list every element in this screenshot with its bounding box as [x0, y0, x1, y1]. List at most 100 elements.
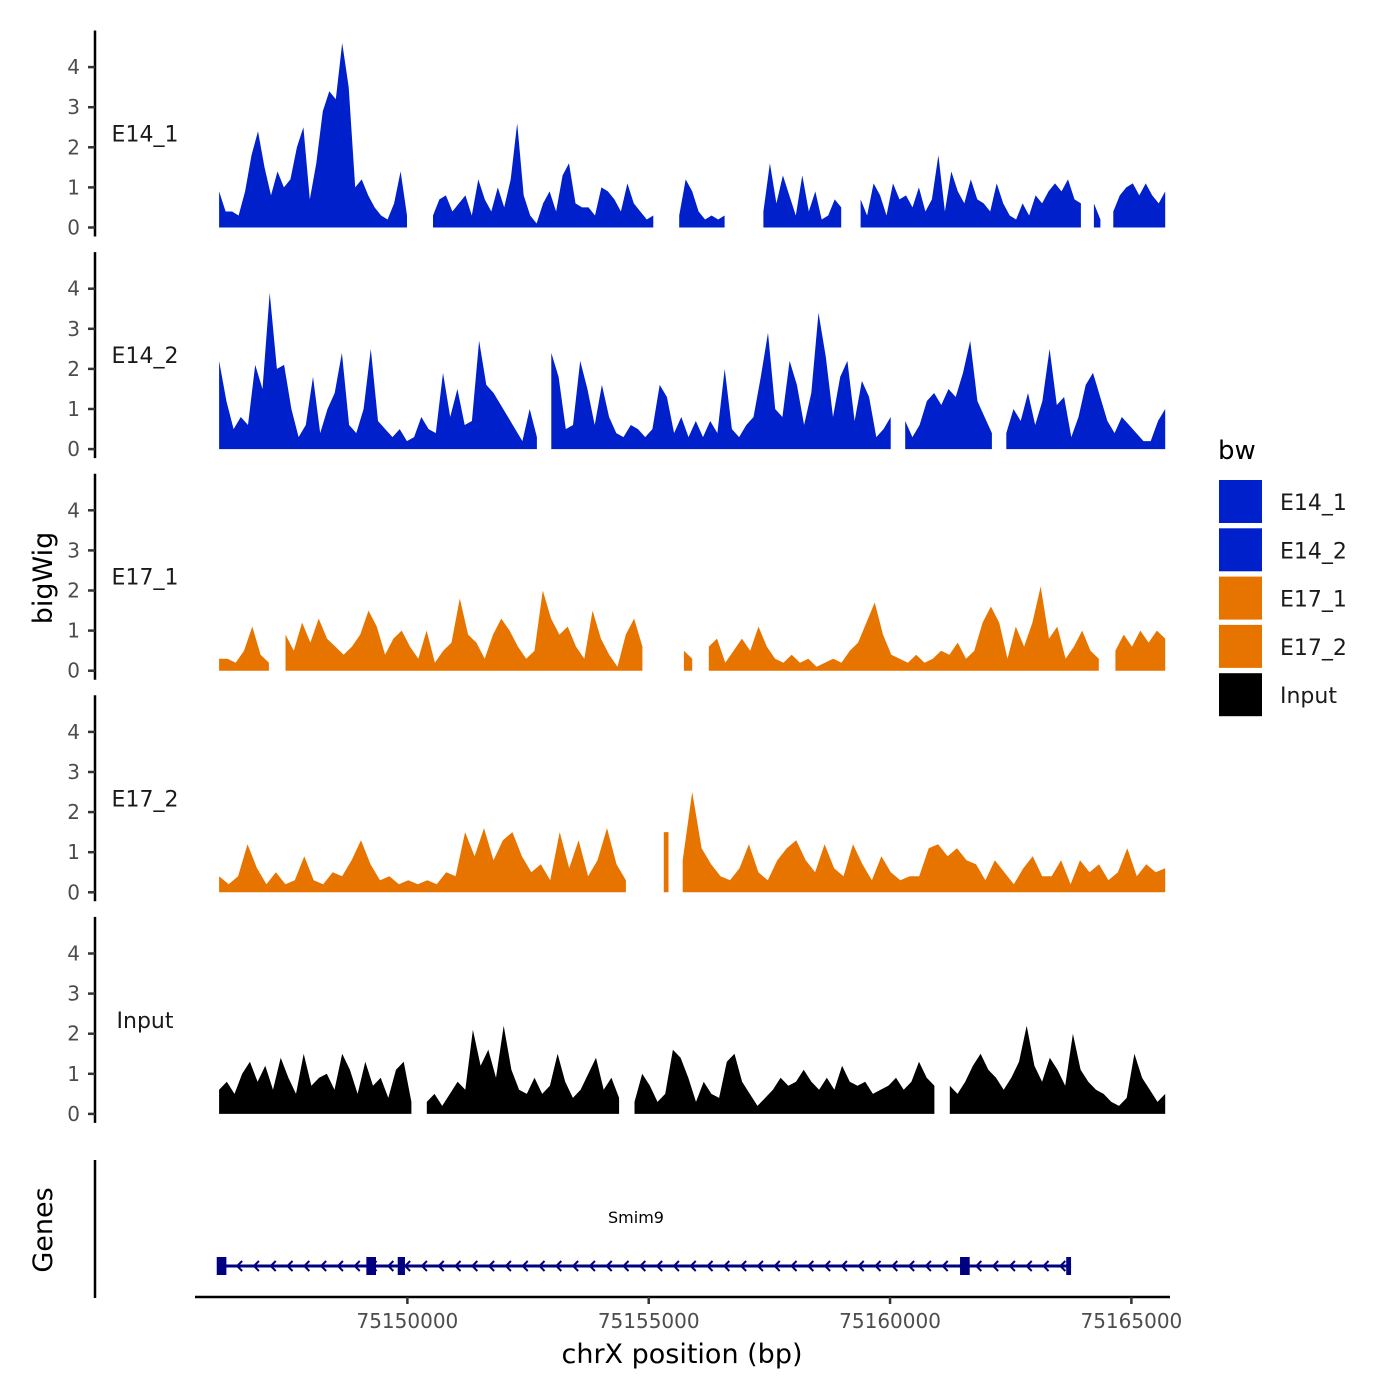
y-tick-label: 3 [67, 317, 80, 341]
legend-swatch-E14_2 [1219, 528, 1262, 572]
strand-arrow [840, 1260, 848, 1272]
coverage-area-E17_1 [683, 650, 693, 671]
strand-arrow [504, 1260, 512, 1272]
y-tick-label: 3 [67, 95, 80, 119]
gene-exon [397, 1257, 405, 1275]
strand-arrow [353, 1260, 361, 1272]
gene-exon [366, 1257, 377, 1275]
x-tick-label: 75160000 [839, 1309, 941, 1333]
y-tick-label: 4 [67, 498, 80, 522]
strand-arrow [907, 1260, 915, 1272]
gene-exon [960, 1257, 970, 1275]
strand-arrow [437, 1260, 445, 1272]
strand-arrow [790, 1260, 798, 1272]
strand-arrow [806, 1260, 815, 1272]
strand-arrow [638, 1260, 647, 1272]
strand-arrow [336, 1260, 344, 1272]
coverage-area-E14_1 [1113, 183, 1166, 228]
strand-arrow [571, 1260, 579, 1272]
coverage-area-E14_2 [905, 340, 992, 450]
track-E17_2: 0 1 2 3 4 E17_2 [67, 695, 1166, 904]
coverage-area-E14_1 [763, 163, 842, 228]
strand-arrow [857, 1260, 865, 1272]
y-tick-label: 1 [67, 175, 80, 199]
coverage-area-E17_1 [285, 590, 643, 671]
y-tick-label: 0 [67, 1102, 80, 1126]
coverage-area-E17_2 [219, 828, 626, 893]
strand-arrow [874, 1260, 882, 1272]
legend: bw E14_1 E14_2 E17_1 E17_2 Input [1218, 436, 1347, 717]
strand-arrow [941, 1260, 949, 1272]
y-tick-label: 2 [67, 579, 80, 603]
strand-arrow [655, 1260, 663, 1272]
y-axis-title: bigWig [28, 532, 59, 625]
strand-arrow [1008, 1260, 1016, 1272]
coverage-area-Input [219, 1053, 412, 1114]
legend-label: E14_2 [1280, 539, 1347, 564]
track-label: E17_2 [112, 787, 179, 812]
y-tick-label: 3 [67, 760, 80, 784]
coverage-area-E17_1 [708, 586, 1099, 671]
strand-arrow [622, 1260, 630, 1272]
track-E14_2: 0 1 2 3 4 E14_2 [67, 252, 1166, 461]
coverage-area-E17_2 [663, 832, 669, 893]
coverage-area-E14_1 [860, 155, 1081, 228]
legend-swatch-E17_1 [1219, 576, 1262, 620]
track-Input: 0 1 2 3 4 Input [67, 916, 1166, 1126]
coverage-area-Input [949, 1025, 1166, 1114]
y-tick-label: 2 [67, 1022, 80, 1046]
coverage-area-E17_1 [219, 626, 269, 671]
strand-arrow [521, 1260, 529, 1272]
x-axis-title: chrX position (bp) [561, 1339, 802, 1370]
coverage-area-E14_1 [433, 123, 654, 228]
track-E14_1: 0 1 2 3 4 E14_1 [67, 30, 1166, 240]
y-tick-label: 1 [67, 840, 80, 864]
gene-name-label: Smim9 [608, 1208, 664, 1227]
y-tick-label: 0 [67, 659, 80, 683]
track-label: Input [117, 1009, 174, 1034]
strand-arrow [991, 1260, 999, 1272]
coverage-area-E14_1 [1093, 203, 1101, 228]
strand-arrow [924, 1260, 932, 1272]
y-tick-label: 3 [67, 982, 80, 1006]
legend-title: bw [1218, 436, 1256, 466]
legend-swatch-E14_1 [1219, 480, 1262, 523]
y-tick-label: 3 [67, 538, 80, 562]
y-tick-label: 0 [67, 216, 80, 240]
coverage-area-E14_1 [679, 179, 725, 228]
strand-arrow [487, 1260, 495, 1272]
y-tick-label: 4 [67, 720, 80, 744]
strand-arrow [823, 1260, 831, 1272]
legend-label: E14_1 [1280, 491, 1347, 516]
strand-arrow [269, 1260, 277, 1272]
y-tick-label: 1 [67, 1062, 80, 1086]
strand-arrow [1058, 1260, 1067, 1272]
strand-arrow [1042, 1260, 1050, 1272]
strand-arrow [286, 1260, 294, 1272]
strand-arrow [302, 1260, 311, 1272]
y-tick-label: 2 [67, 357, 80, 381]
strand-arrow [706, 1260, 714, 1272]
y-tick-label: 4 [67, 277, 80, 301]
legend-label: Input [1280, 684, 1337, 709]
x-axis: chrX position (bp) 75150000 75155000 75160… [195, 1295, 1182, 1370]
strand-arrow [1025, 1260, 1033, 1272]
coverage-area-Input [426, 1025, 620, 1114]
y-tick-label: 4 [67, 942, 80, 966]
gene-exon [1066, 1257, 1072, 1275]
coverage-area-E14_2 [551, 312, 891, 450]
strand-arrow [403, 1260, 411, 1272]
y-tick-label: 4 [67, 55, 80, 79]
strand-arrow [235, 1260, 243, 1272]
y-tick-label: 2 [67, 135, 80, 159]
strand-arrow [890, 1260, 899, 1272]
track-E17_1: 0 1 2 3 4 E17_1 [67, 473, 1166, 683]
legend-swatch-E17_2 [1219, 624, 1262, 668]
strand-arrow [454, 1260, 462, 1272]
strand-arrow [420, 1260, 428, 1272]
track-label: E14_2 [112, 344, 179, 369]
strand-arrow [386, 1260, 395, 1272]
x-tick-label: 75155000 [598, 1309, 700, 1333]
strand-arrow [554, 1260, 563, 1272]
gene-exon [216, 1257, 227, 1275]
